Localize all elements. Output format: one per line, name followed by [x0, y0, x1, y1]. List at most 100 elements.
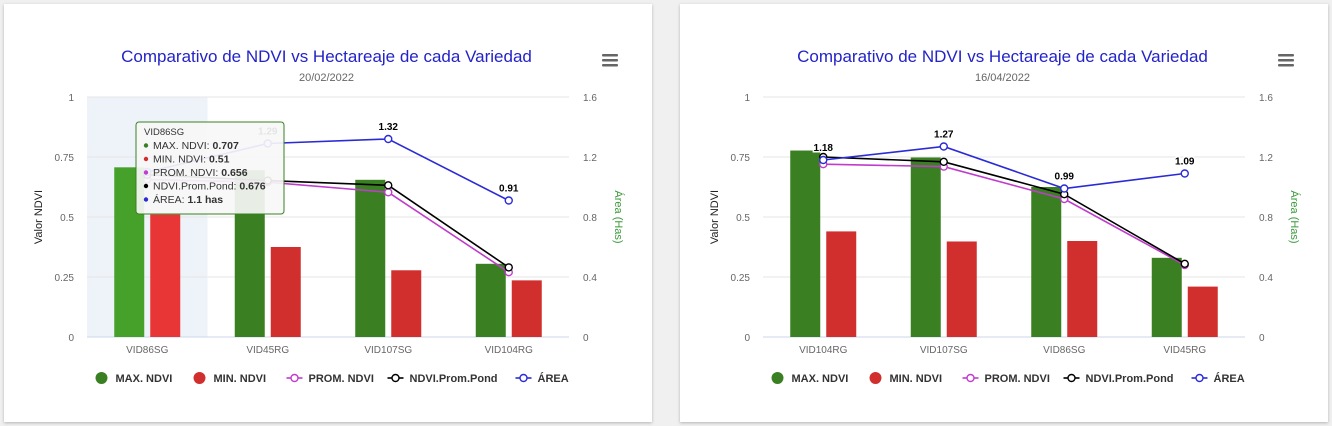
- y-tick-label: 0.25: [731, 273, 751, 284]
- tooltip-box: [135, 121, 285, 215]
- bar-min-ndvi[interactable]: [150, 214, 181, 337]
- tooltip-row: MIN. NDVI: 0.51: [153, 154, 230, 166]
- bar-min-ndvi[interactable]: [511, 280, 542, 337]
- x-tick-label: VID104RG: [799, 345, 848, 356]
- y-axis-title: Valor NDVI: [33, 190, 45, 244]
- legend-item-prom-ndvi[interactable]: PROM. NDVI: [286, 373, 374, 385]
- y2-tick-label: 0.8: [1259, 213, 1273, 224]
- x-tick-label: VID107SG: [920, 345, 968, 356]
- y2-axis-title: Área (Has): [1288, 190, 1301, 243]
- bar-max-ndvi[interactable]: [355, 179, 386, 337]
- legend-symbol: [95, 372, 108, 384]
- legend-symbol: [193, 372, 206, 384]
- bar-max-ndvi[interactable]: [1031, 187, 1062, 337]
- tooltip-category: VID86SG: [144, 127, 184, 138]
- menu-icon-bar-1: [602, 59, 618, 62]
- point-prom-ndvi[interactable]: [384, 188, 393, 197]
- y2-tick-label: 0.4: [583, 273, 597, 284]
- bar-max-ndvi[interactable]: [790, 150, 821, 337]
- legend-item-min-ndvi[interactable]: MIN. NDVI: [869, 372, 943, 385]
- point-ndvi-prom-pond[interactable]: [939, 157, 948, 167]
- legend-symbol: [966, 373, 975, 383]
- y-tick-label: 0.5: [60, 213, 74, 224]
- data-label-area: 1.27: [934, 130, 954, 141]
- tooltip-row-value: 0.707: [213, 140, 239, 152]
- legend-symbol: [771, 372, 784, 384]
- point-ndvi-prom-pond[interactable]: [384, 181, 393, 190]
- chart-card-apr: Comparativo de NDVI vs Hectareaje de cad…: [680, 4, 1328, 422]
- legend-item-ndvi-prom-pond[interactable]: NDVI.Prom.Pond: [1063, 373, 1174, 385]
- x-tick-label: VID104RG: [485, 345, 534, 356]
- data-label-area: 0.99: [1055, 172, 1075, 183]
- y-tick-label: 1: [744, 93, 750, 104]
- tooltip-row-value: 0.656: [221, 167, 247, 179]
- bar-max-ndvi[interactable]: [1151, 257, 1182, 337]
- legend-label: NDVI.Prom.Pond: [1086, 373, 1174, 385]
- legend-item--rea[interactable]: ÁREA: [1191, 372, 1245, 385]
- legend-label: MAX. NDVI: [792, 373, 849, 385]
- x-tick-label: VID107SG: [364, 345, 412, 356]
- tooltip-row-value: 0.51: [209, 154, 230, 166]
- y2-tick-label: 1.6: [1259, 93, 1273, 104]
- point--rea[interactable]: [384, 134, 393, 144]
- line--rea: [823, 145, 1185, 190]
- hamburger-menu-icon[interactable]: [598, 50, 622, 70]
- tooltip-row: PROM. NDVI: 0.656: [153, 167, 248, 179]
- point--rea[interactable]: [939, 142, 948, 151]
- chart-subtitle: 16/04/2022: [975, 72, 1030, 84]
- bar-max-ndvi[interactable]: [910, 157, 941, 337]
- point--rea[interactable]: [1180, 169, 1189, 178]
- chart-title: Comparativo de NDVI vs Hectareaje de cad…: [797, 47, 1208, 66]
- y-tick-label: 0.25: [55, 273, 75, 284]
- point-ndvi-prom-pond[interactable]: [1180, 259, 1189, 268]
- data-label-area: 0.91: [499, 184, 519, 195]
- legend-item-max-ndvi[interactable]: MAX. NDVI: [95, 372, 173, 385]
- tooltip-bullet: [143, 183, 149, 189]
- menu-icon-bar-0: [1278, 54, 1294, 57]
- tooltip-bullet: [143, 197, 149, 202]
- tooltip-row-label: MIN. NDVI:: [153, 154, 209, 166]
- bar-min-ndvi[interactable]: [826, 231, 857, 337]
- data-label-area: 1.32: [379, 122, 399, 133]
- legend-label: MIN. NDVI: [890, 373, 943, 385]
- legend-item-max-ndvi[interactable]: MAX. NDVI: [771, 372, 849, 385]
- y2-tick-label: 1.6: [583, 93, 597, 104]
- tooltip: VID86SG MAX. NDVI: 0.707 MIN. NDVI: 0.51PR…: [135, 121, 285, 215]
- bar-min-ndvi[interactable]: [391, 270, 422, 337]
- legend-item-ndvi-prom-pond[interactable]: NDVI.Prom.Pond: [387, 373, 498, 385]
- y2-tick-label: 0: [1259, 333, 1265, 344]
- legend-item-prom-ndvi[interactable]: PROM. NDVI: [962, 373, 1050, 385]
- legend-item--rea[interactable]: ÁREA: [515, 372, 569, 385]
- tooltip-row-label: PROM. NDVI:: [153, 167, 221, 179]
- bar-min-ndvi[interactable]: [270, 247, 301, 337]
- legend-symbol: [290, 373, 299, 383]
- legend-symbol: [869, 372, 882, 384]
- tooltip-bullet: [143, 156, 149, 162]
- x-tick-label: VID86SG: [126, 345, 168, 356]
- x-tick-label: VID86SG: [1043, 345, 1085, 356]
- point--rea[interactable]: [819, 155, 828, 165]
- legend-label: NDVI.Prom.Pond: [410, 373, 498, 385]
- menu-icon-bar-0: [602, 54, 618, 57]
- bar-min-ndvi[interactable]: [1187, 286, 1218, 337]
- point--rea[interactable]: [504, 196, 513, 205]
- x-tick-label: VID45RG: [1163, 345, 1206, 356]
- line-prom-ndvi: [823, 163, 1186, 266]
- point-ndvi-prom-pond[interactable]: [504, 263, 513, 272]
- tooltip-row: MAX. NDVI: 0.707: [153, 140, 239, 152]
- legend-label: ÁREA: [1214, 372, 1245, 385]
- legend-symbol: [391, 373, 400, 383]
- y-tick-label: 0.75: [55, 153, 75, 164]
- legend-symbol: [1195, 373, 1204, 383]
- legend-label: MAX. NDVI: [116, 373, 173, 385]
- bar-max-ndvi[interactable]: [475, 263, 506, 337]
- legend-symbol: [1067, 373, 1076, 383]
- tooltip-row-label: MAX. NDVI:: [153, 140, 213, 152]
- bar-min-ndvi[interactable]: [1067, 241, 1098, 337]
- tooltip-bullet: [143, 170, 149, 175]
- hamburger-menu-icon[interactable]: [1274, 50, 1298, 70]
- legend-item-min-ndvi[interactable]: MIN. NDVI: [193, 372, 267, 385]
- bar-min-ndvi[interactable]: [946, 241, 977, 337]
- point--rea[interactable]: [1060, 184, 1069, 193]
- y-axis-title: Valor NDVI: [709, 190, 721, 244]
